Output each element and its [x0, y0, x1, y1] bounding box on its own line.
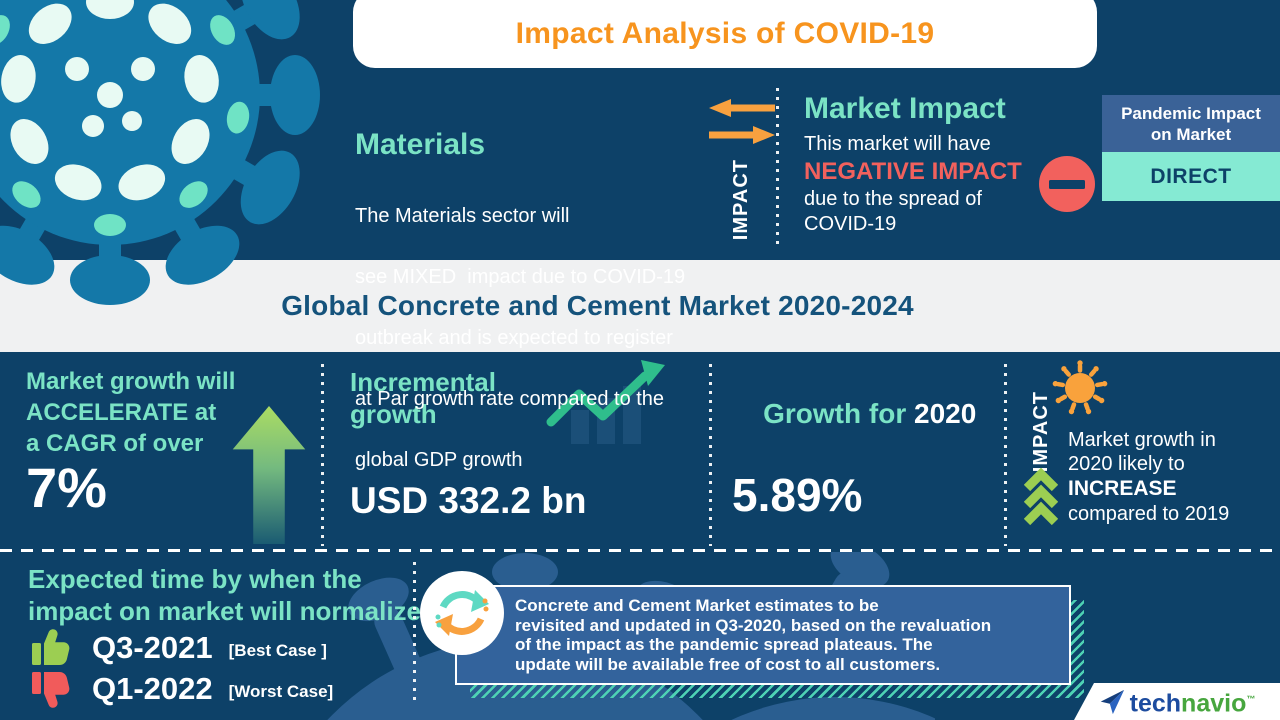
- sector-line: see MIXED impact due to COVID-19: [355, 266, 686, 288]
- cagr-stat-value: 7%: [26, 456, 107, 519]
- impact-vertical-label: IMPACT: [729, 159, 752, 241]
- transfer-arrows-icon: [709, 99, 775, 144]
- worst-case-label: [Worst Case]: [228, 682, 334, 701]
- market-impact-line: due to the spread of: [804, 188, 982, 210]
- worst-case-value: Q1-2022: [92, 671, 213, 706]
- thumbs-down-icon: [32, 672, 70, 708]
- market-impact-line: This market will have: [804, 133, 991, 155]
- technavio-logo-icon: [1100, 689, 1124, 714]
- negative-impact-text: NEGATIVE IMPACT: [804, 158, 1022, 185]
- normalize-heading: Expected time by when the impact on mark…: [28, 564, 421, 626]
- growth-2020-label: Growth for 2020: [763, 398, 977, 429]
- growth-2020-value: 5.89%: [732, 469, 863, 521]
- pandemic-impact-panel: Pandemic Impact on Market: [1102, 95, 1280, 152]
- bottom-dotted-divider: [413, 562, 416, 706]
- brand-wordmark: technavio™: [1129, 689, 1256, 718]
- stats-divider: [321, 364, 324, 546]
- market-title: Global Concrete and Cement Market 2020-2…: [281, 290, 914, 321]
- horizontal-dashed-divider: [0, 549, 1280, 552]
- refresh-icon: [420, 571, 504, 655]
- market-impact-section: Market Impact This market will have NEGA…: [804, 92, 1022, 237]
- pandemic-impact-value: DIRECT: [1150, 164, 1232, 188]
- virus-small-icon: [1052, 360, 1108, 415]
- sector-line: global GDP growth: [355, 449, 523, 471]
- top-banner: Impact Analysis of COVID-19: [353, 0, 1097, 68]
- trend-chart-icon: [546, 360, 665, 444]
- no-entry-icon: [1039, 156, 1095, 212]
- sector-line: The Materials sector will: [355, 205, 570, 227]
- pandemic-impact-label: Pandemic Impact: [1121, 103, 1261, 123]
- worst-case-row: Q1-2022 [Worst Case]: [30, 668, 333, 710]
- sector-line: outbreak and is expected to register: [355, 327, 673, 349]
- increase-text: INCREASE: [1068, 477, 1177, 500]
- incremental-growth-value: USD 332.2 bn: [350, 480, 587, 521]
- growth-arrow-icon: [232, 406, 306, 544]
- best-case-row: Q3-2021 [Best Case ]: [30, 627, 327, 669]
- increase-chevrons-icon: [1024, 468, 1058, 526]
- stats-divider: [1004, 364, 1007, 546]
- sector-title: Materials: [355, 128, 486, 161]
- best-case-label: [Best Case ]: [228, 641, 327, 660]
- header-dotted-divider: [776, 88, 779, 248]
- thumbs-up-icon: [32, 629, 70, 665]
- incremental-growth-label: Incremental growth: [350, 367, 496, 429]
- brand-band: technavio™: [1074, 683, 1280, 720]
- sector-line: at Par growth rate compared to the: [355, 388, 665, 410]
- sector-section: Materials The Materials sector will see …: [355, 92, 685, 509]
- cagr-stat-label: Market growth will ACCELERATE at a CAGR …: [26, 368, 236, 457]
- banner-title: Impact Analysis of COVID-19: [515, 17, 935, 50]
- impact-vertical-label: IMPACT: [1029, 391, 1052, 473]
- market-impact-line: COVID-19: [804, 213, 897, 235]
- pandemic-impact-label: on Market: [1150, 124, 1232, 144]
- pandemic-impact-value-box: DIRECT: [1102, 152, 1280, 201]
- impact-2020-text: Market growth in 2020 likely to INCREASE…: [1068, 429, 1230, 525]
- update-note-box: Concrete and Cement Market estimates to …: [455, 585, 1071, 685]
- stats-divider: [709, 364, 712, 546]
- best-case-value: Q3-2021: [92, 630, 213, 665]
- market-impact-title: Market Impact: [804, 92, 1006, 125]
- coronavirus-illustration-icon: [0, 0, 320, 305]
